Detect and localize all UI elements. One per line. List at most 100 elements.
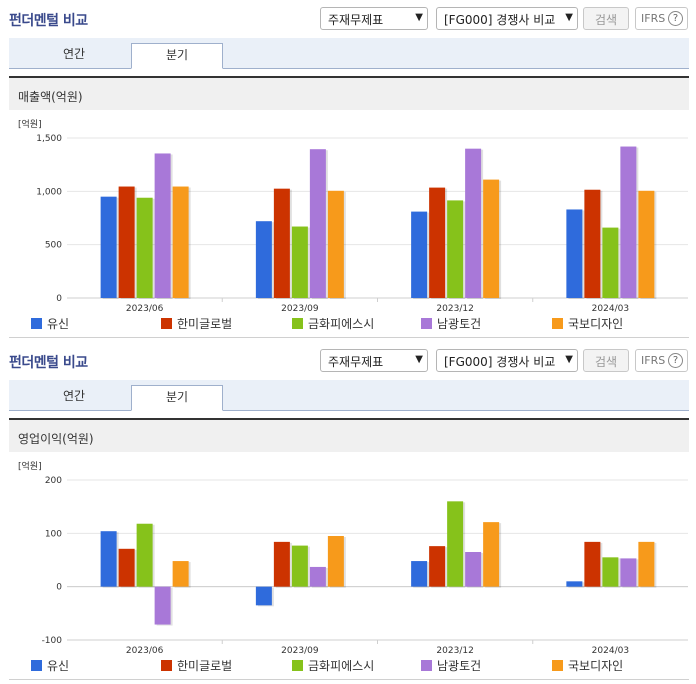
search-button[interactable]: 검색 — [583, 349, 629, 372]
legend-label: 금화피에스시 — [308, 317, 375, 331]
revenue-chart: [억원] 0 500 1,000 1,500 2023/06 2023/09 2023/12 2… — [18, 118, 688, 314]
legend-swatch — [292, 318, 303, 329]
ifrs-help[interactable]: IFRS ? — [635, 349, 688, 372]
chart-title: 매출액(억원) — [9, 78, 689, 110]
bar — [327, 190, 344, 298]
chart-legend: 유신 한미글로벌 금화피에스시 남광토건 국보디자인 — [9, 315, 689, 333]
x-tick-label: 2023/12 — [436, 304, 473, 314]
y-unit-label: [억원] — [18, 460, 42, 472]
legend-swatch — [292, 660, 303, 671]
operating-profit-chart: [억원] -100 0 100 200 2023/06 2023/09 2023/12 2024… — [18, 460, 688, 656]
bar — [100, 531, 117, 587]
bar — [447, 200, 464, 298]
x-tick-label: 2023/06 — [126, 646, 164, 656]
bar — [602, 227, 619, 298]
bar — [447, 501, 464, 587]
tab-quarterly[interactable]: 분기 — [131, 43, 223, 69]
bar — [429, 546, 446, 587]
peer-group-select-value: [FG000] 경쟁사 비교 — [444, 355, 556, 369]
legend-item[interactable]: 금화피에스시 — [292, 657, 374, 674]
legend-item[interactable]: 남광토건 — [421, 657, 481, 674]
x-tick-label: 2024/03 — [592, 646, 629, 656]
bar — [273, 188, 290, 298]
bar — [255, 221, 272, 298]
bar — [154, 586, 171, 625]
tab-quarterly[interactable]: 분기 — [131, 385, 223, 411]
chart-title: 영업이익(억원) — [9, 420, 689, 452]
legend-label: 금화피에스시 — [308, 659, 375, 673]
legend-item[interactable]: 유신 — [31, 315, 69, 332]
bar — [566, 581, 583, 587]
bar — [584, 541, 601, 587]
legend-swatch — [552, 660, 563, 671]
bar — [411, 211, 428, 298]
divider — [9, 337, 689, 338]
bar — [136, 197, 153, 298]
bar — [602, 557, 619, 587]
bar — [154, 153, 171, 298]
panel-revenue: 펀더멘털 비교 주재무제표 ▼ [FG000] 경쟁사 비교 ▼ 검색 IFRS… — [9, 7, 689, 333]
panel-header: 펀더멘털 비교 주재무제표 ▼ [FG000] 경쟁사 비교 ▼ 검색 IFRS… — [0, 342, 696, 376]
bar — [309, 566, 326, 587]
legend-swatch — [161, 318, 172, 329]
bar — [429, 187, 446, 298]
bar — [465, 148, 482, 298]
statement-select[interactable]: 주재무제표 ▼ — [320, 7, 428, 30]
bar — [172, 561, 189, 587]
statement-select[interactable]: 주재무제표 ▼ — [320, 349, 428, 372]
statement-select-value: 주재무제표 — [328, 13, 384, 27]
y-tick-label: 500 — [45, 241, 62, 251]
chevron-down-icon: ▼ — [565, 12, 573, 23]
tab-annual[interactable]: 연간 — [62, 47, 86, 61]
bar — [118, 548, 135, 587]
legend-item[interactable]: 한미글로벌 — [161, 315, 232, 332]
bar — [136, 523, 153, 587]
y-tick-label: -100 — [42, 636, 63, 646]
legend-item[interactable]: 국보디자인 — [552, 315, 623, 332]
ifrs-label: IFRS — [641, 354, 666, 367]
legend-label: 남광토건 — [437, 317, 482, 331]
legend-label: 한미글로벌 — [177, 659, 233, 673]
bar — [638, 190, 655, 298]
chart-box: 영업이익(억원) [억원] -100 0 100 200 2023/06 2023/09 20… — [9, 418, 689, 673]
tab-annual[interactable]: 연간 — [62, 389, 86, 403]
legend-swatch — [31, 660, 42, 671]
x-tick-label: 2023/06 — [126, 304, 164, 314]
statement-select-value: 주재무제표 — [328, 355, 384, 369]
chevron-down-icon: ▼ — [415, 354, 423, 365]
legend-label: 한미글로벌 — [177, 317, 233, 331]
legend-item[interactable]: 금화피에스시 — [292, 315, 374, 332]
bar — [411, 561, 428, 587]
bar — [620, 146, 637, 298]
panel-operating-profit: 펀더멘털 비교 주재무제표 ▼ [FG000] 경쟁사 비교 ▼ 검색 IFRS… — [0, 342, 696, 684]
help-icon[interactable]: ? — [668, 11, 683, 26]
legend-item[interactable]: 유신 — [31, 657, 69, 674]
legend-label: 남광토건 — [437, 659, 482, 673]
help-icon[interactable]: ? — [668, 353, 683, 368]
period-tabs: 연간 분기 — [9, 38, 689, 69]
panel-title: 펀더멘털 비교 — [9, 355, 88, 371]
peer-group-select[interactable]: [FG000] 경쟁사 비교 ▼ — [436, 349, 578, 372]
search-button[interactable]: 검색 — [583, 7, 629, 30]
ifrs-help[interactable]: IFRS ? — [635, 7, 688, 30]
bar — [483, 179, 500, 298]
bar — [118, 186, 135, 298]
legend-item[interactable]: 남광토건 — [421, 315, 481, 332]
x-tick-label: 2023/12 — [436, 646, 473, 656]
bar — [566, 209, 583, 298]
bar — [172, 186, 189, 298]
legend-item[interactable]: 한미글로벌 — [161, 657, 232, 674]
legend-swatch — [161, 660, 172, 671]
chevron-down-icon: ▼ — [565, 354, 573, 365]
y-tick-label: 1,500 — [36, 134, 62, 144]
x-tick-label: 2023/09 — [281, 646, 319, 656]
y-tick-label: 0 — [56, 294, 62, 304]
bar — [483, 522, 500, 587]
y-unit-label: [억원] — [18, 118, 42, 130]
peer-group-select[interactable]: [FG000] 경쟁사 비교 ▼ — [436, 7, 578, 30]
x-tick-label: 2024/03 — [592, 304, 629, 314]
legend-item[interactable]: 국보디자인 — [552, 657, 623, 674]
legend-label: 국보디자인 — [568, 659, 624, 673]
bar — [620, 558, 637, 587]
legend-label: 국보디자인 — [568, 317, 624, 331]
